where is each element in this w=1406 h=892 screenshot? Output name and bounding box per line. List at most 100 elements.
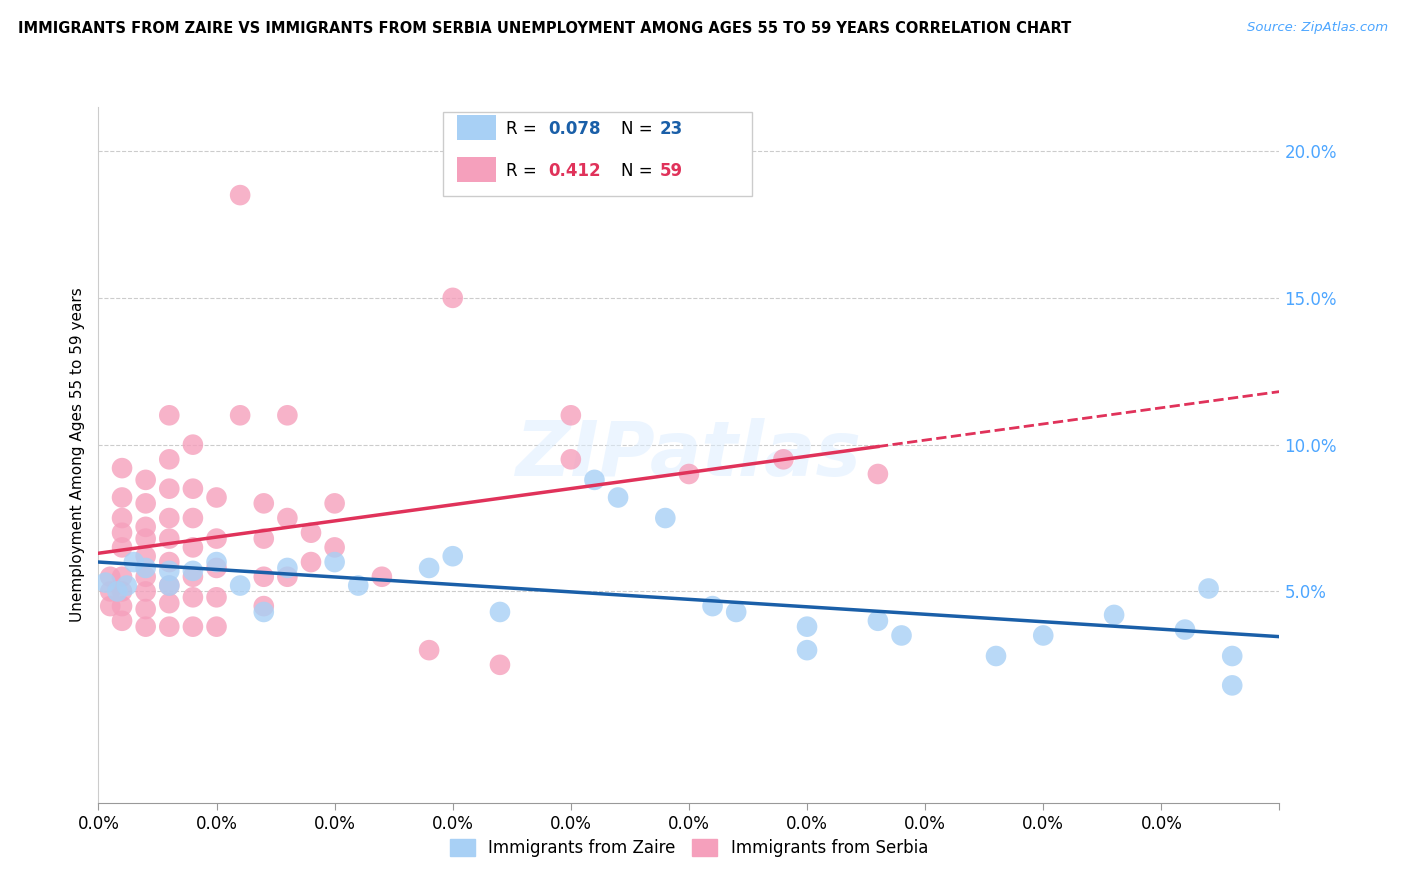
Text: 0.078: 0.078	[548, 120, 600, 138]
Point	[323, 496, 346, 510]
Point	[702, 599, 724, 613]
Point	[135, 620, 157, 634]
Point	[157, 578, 180, 592]
Point	[105, 584, 128, 599]
Point	[135, 532, 157, 546]
Point	[135, 496, 157, 510]
Point	[135, 561, 157, 575]
Text: R =: R =	[506, 120, 543, 138]
Point	[253, 532, 276, 546]
Point	[441, 549, 464, 564]
Point	[205, 491, 228, 505]
Point	[560, 409, 582, 423]
Point	[323, 555, 346, 569]
Point	[229, 188, 252, 202]
Text: IMMIGRANTS FROM ZAIRE VS IMMIGRANTS FROM SERBIA UNEMPLOYMENT AMONG AGES 55 TO 59: IMMIGRANTS FROM ZAIRE VS IMMIGRANTS FROM…	[18, 21, 1071, 36]
Point	[157, 564, 180, 578]
Text: R =: R =	[506, 162, 543, 180]
Point	[654, 511, 676, 525]
Point	[205, 561, 228, 575]
Point	[157, 409, 180, 423]
Point	[181, 591, 204, 605]
Point	[1198, 582, 1220, 596]
Point	[94, 575, 117, 590]
Text: N =: N =	[621, 120, 658, 138]
Point	[135, 549, 157, 564]
Point	[111, 584, 134, 599]
Point	[115, 578, 138, 592]
Point	[441, 291, 464, 305]
Point	[111, 570, 134, 584]
Point	[1220, 678, 1243, 692]
Point	[205, 532, 228, 546]
Point	[276, 561, 298, 575]
Point	[347, 578, 370, 592]
Point	[135, 570, 157, 584]
Point	[489, 657, 512, 672]
Text: Source: ZipAtlas.com: Source: ZipAtlas.com	[1247, 21, 1388, 34]
Point	[111, 461, 134, 475]
Point	[98, 584, 121, 599]
Point	[253, 496, 276, 510]
Point	[111, 525, 134, 540]
Point	[135, 584, 157, 599]
Point	[984, 648, 1007, 663]
Point	[229, 409, 252, 423]
Point	[276, 409, 298, 423]
Point	[181, 564, 204, 578]
Point	[866, 614, 889, 628]
Point	[583, 473, 606, 487]
Point	[98, 599, 121, 613]
Point	[181, 541, 204, 555]
Point	[772, 452, 794, 467]
Point	[98, 570, 121, 584]
Point	[489, 605, 512, 619]
Point	[299, 525, 322, 540]
Point	[157, 596, 180, 610]
Point	[796, 643, 818, 657]
Point	[866, 467, 889, 481]
Point	[1220, 648, 1243, 663]
Point	[205, 620, 228, 634]
Point	[418, 643, 440, 657]
Point	[229, 578, 252, 592]
Point	[111, 491, 134, 505]
Point	[181, 511, 204, 525]
Point	[607, 491, 630, 505]
Point	[276, 570, 298, 584]
Point	[157, 532, 180, 546]
Point	[253, 570, 276, 584]
Point	[205, 591, 228, 605]
Point	[205, 555, 228, 569]
Point	[157, 511, 180, 525]
Point	[299, 555, 322, 569]
Text: ZIPatlas: ZIPatlas	[516, 418, 862, 491]
Point	[1174, 623, 1197, 637]
Point	[253, 599, 276, 613]
Point	[1102, 607, 1125, 622]
Point	[418, 561, 440, 575]
Point	[890, 628, 912, 642]
Point	[111, 511, 134, 525]
Point	[157, 482, 180, 496]
Point	[725, 605, 748, 619]
Point	[371, 570, 394, 584]
Point	[181, 482, 204, 496]
Y-axis label: Unemployment Among Ages 55 to 59 years: Unemployment Among Ages 55 to 59 years	[69, 287, 84, 623]
Point	[157, 452, 180, 467]
Point	[157, 578, 180, 592]
Legend: Immigrants from Zaire, Immigrants from Serbia: Immigrants from Zaire, Immigrants from S…	[443, 832, 935, 864]
Point	[135, 473, 157, 487]
Point	[111, 541, 134, 555]
Point	[181, 437, 204, 451]
Point	[157, 620, 180, 634]
Point	[560, 452, 582, 467]
Text: N =: N =	[621, 162, 658, 180]
Point	[181, 570, 204, 584]
Point	[111, 614, 134, 628]
Point	[122, 555, 145, 569]
Point	[276, 511, 298, 525]
Point	[796, 620, 818, 634]
Point	[157, 555, 180, 569]
Text: 23: 23	[659, 120, 683, 138]
